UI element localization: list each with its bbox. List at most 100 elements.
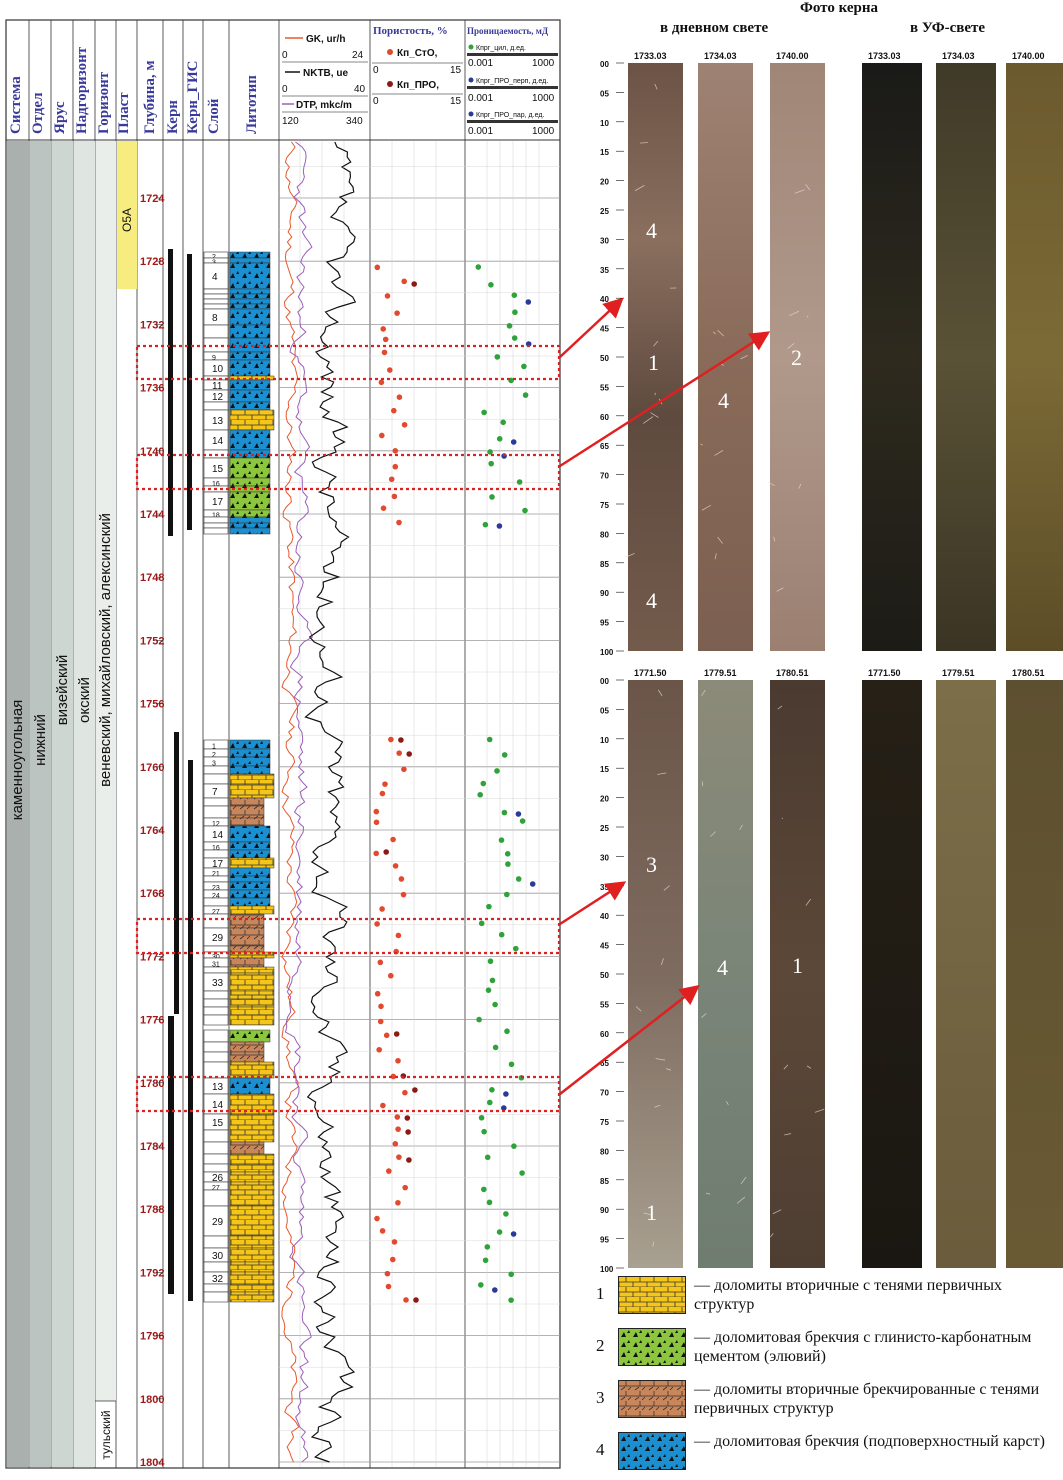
perm-max-1: 1000 <box>532 58 555 69</box>
perm-cyl-point-34 <box>488 460 495 467</box>
track-grid <box>279 141 560 1467</box>
perm-cyl-point-120 <box>519 1170 525 1176</box>
kp-sto-point-41 <box>396 519 402 526</box>
layer-num-u-7: 8 <box>212 313 218 324</box>
perm-cyl-point-135 <box>508 1271 514 1278</box>
depth-label-1736: 1736 <box>140 383 164 395</box>
layer-cell-l-1 <box>203 748 229 758</box>
crack-t-9 <box>654 83 658 90</box>
kp-pro-point-48 <box>406 751 413 757</box>
lithology-l-37 <box>229 1129 275 1143</box>
lithology-l-48 <box>229 1271 275 1285</box>
lithology-l-16 <box>229 889 271 899</box>
lithology-l-14 <box>229 875 271 883</box>
kp-sto-point-59 <box>373 819 380 826</box>
perm-cyl-point-1 <box>475 264 482 270</box>
perm-cyl-point-113 <box>481 1128 487 1135</box>
day-depth-b-0: 1771.50 <box>634 668 667 678</box>
legend-text-3: — доломиты вторичные брекчированные с те… <box>694 1381 1040 1417</box>
perm-max-2: 1000 <box>532 93 555 104</box>
perm-cyl-point-80 <box>513 945 519 952</box>
kp-sto-point-77 <box>395 932 402 939</box>
crack-b-10 <box>725 1101 729 1105</box>
perm-cyl-point-36 <box>516 479 523 485</box>
plast-o5a <box>117 141 137 289</box>
legend-swatch-3 <box>618 1380 686 1418</box>
perm-cyl-point-126 <box>503 1211 509 1217</box>
scale-t-2: 10 <box>600 119 609 128</box>
perm-pro-point-7 <box>525 299 532 305</box>
layer-cell-u-8 <box>203 324 229 339</box>
depth-label-1752: 1752 <box>140 635 164 647</box>
layer-num-l-25: 33 <box>212 978 224 989</box>
perm-min-1: 0.001 <box>468 58 493 69</box>
kp-sto-point-52 <box>382 781 388 787</box>
perm-cyl-point-57 <box>501 809 508 816</box>
crack-t-22 <box>740 355 748 360</box>
core-photo-uv-t-0 <box>862 63 922 651</box>
day-depth-b-1: 1779.51 <box>704 668 737 678</box>
superhorizon-label: окский <box>76 677 93 723</box>
lithology-l-40 <box>229 1163 275 1173</box>
crack-b-8 <box>777 705 783 710</box>
lithology-l-23 <box>229 957 265 968</box>
scale-t-19: 95 <box>600 619 609 628</box>
scale-t-6: 30 <box>600 236 609 245</box>
arrow-4 <box>559 984 700 1095</box>
lithology-l-1 <box>229 748 271 758</box>
day-depth-t-1: 1734.03 <box>704 51 737 61</box>
crack-b-24 <box>654 1104 661 1108</box>
kp-sto-point-101 <box>402 1089 408 1096</box>
arrow-2 <box>559 331 771 468</box>
lithology-l-26 <box>229 990 275 1000</box>
lithology-l-17 <box>229 897 271 907</box>
legend-num-4: 4 <box>596 1440 605 1459</box>
porosity-max-2: 15 <box>450 96 462 107</box>
kp-sto-point-50 <box>401 766 407 773</box>
layer-cell-l-14 <box>203 875 229 883</box>
lith-mark-t-2: 4 <box>646 588 657 613</box>
depth-scale: 1724 1728 1732 1736 1740 1744 1748 1752 1756 1760… <box>140 193 165 1469</box>
horizon-lower-label: тульский <box>99 1410 113 1459</box>
perm-cyl-point-69 <box>515 876 522 882</box>
layer-num-l-10: 16 <box>212 845 220 852</box>
layer-num-l-22: 30 <box>212 954 220 961</box>
core-bar-lower-1 <box>174 732 179 1014</box>
curve-track-header: GK, ur/h 0 24 NKTB, ue 0 40 DTP, mkc/m 1… <box>282 34 368 127</box>
depth-label-1760: 1760 <box>140 762 164 774</box>
header-1: Отдел <box>30 92 46 134</box>
kp-sto-point-56 <box>373 808 380 815</box>
crack-t-18 <box>642 416 654 424</box>
perm-cyl-point-55 <box>477 791 484 798</box>
scale-b-11: 55 <box>600 1000 609 1009</box>
kp-sto-point-85 <box>374 990 381 997</box>
kp-sto-point-105 <box>380 1102 386 1109</box>
dtp-min: 120 <box>282 116 299 127</box>
depth-label-1784: 1784 <box>140 1141 165 1153</box>
lithology-l-33 <box>229 1061 275 1079</box>
interval-box-1 <box>135 344 561 381</box>
core-photo-uv-t-2 <box>1006 63 1063 651</box>
kp-sto-point-39 <box>380 505 387 511</box>
scale-t-0: 00 <box>600 60 609 69</box>
sample-points <box>373 264 536 1303</box>
layer-num-u-17: 14 <box>212 436 224 447</box>
perm-cyl-point-24 <box>481 409 487 416</box>
lithology-u-3 <box>229 288 271 295</box>
uv-depth-b-1: 1779.51 <box>942 668 975 678</box>
perm-cyl-point-110 <box>478 1114 485 1121</box>
scale-b-19: 95 <box>600 1236 609 1245</box>
layer-cell-l-7 <box>203 805 229 819</box>
perm-cyl-point-141 <box>508 1297 514 1303</box>
layer-num-l-8: 12 <box>212 821 220 828</box>
lithology-l-20 <box>229 927 265 947</box>
crack-t-27 <box>625 553 635 558</box>
kp-sto-point-73 <box>379 906 385 912</box>
lithology-l-9 <box>229 825 271 843</box>
scale-t-12: 60 <box>600 413 609 422</box>
layer-cell-u-3 <box>203 288 229 295</box>
legend-swatch-2 <box>618 1328 686 1366</box>
lithology-l-19 <box>229 913 265 929</box>
lithology-l-21 <box>229 945 265 953</box>
lithology-u-22 <box>229 491 271 511</box>
